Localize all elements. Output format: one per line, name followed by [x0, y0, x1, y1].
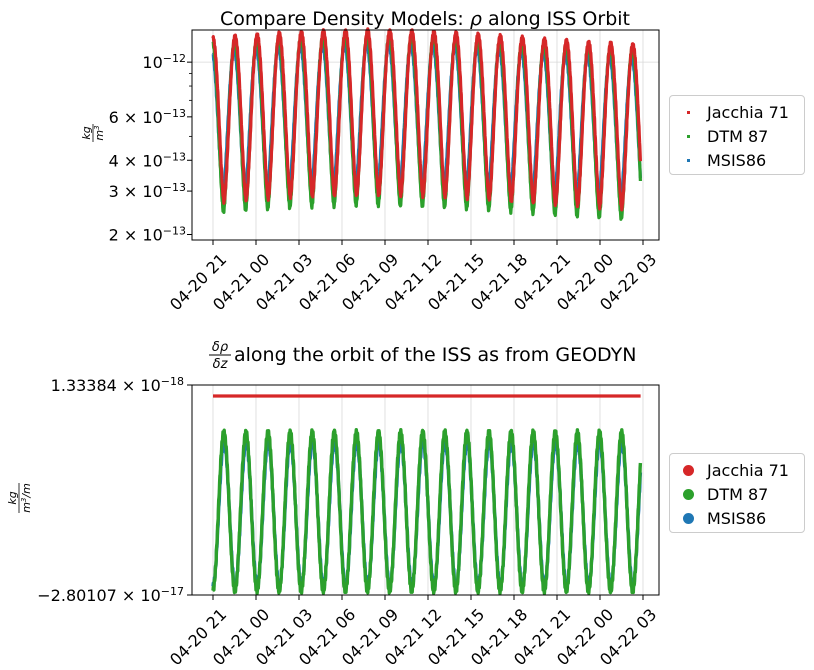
- chart-1-ylabel-numerator: kg: [80, 126, 93, 139]
- legend-marker-msis: [687, 158, 690, 162]
- series-line-jacchia-71: [211, 27, 642, 212]
- chart-1-ylabel-denominator: m3: [93, 125, 106, 140]
- chart-2-title-denominator: δz: [213, 357, 229, 372]
- chart-2-ytick-top-mantissa: 1.33384: [51, 376, 117, 395]
- legend-item-msis: MSIS86: [678, 148, 796, 172]
- legend-label: Jacchia 71: [707, 102, 789, 122]
- y-tick-label: 10−12: [142, 52, 186, 73]
- legend-item-dtm: DTM 87: [678, 482, 796, 506]
- y-tick-label: 6 × 10−13: [109, 106, 186, 127]
- chart-1-ylabel-denominator-base: m: [93, 130, 106, 141]
- chart-2-ytick-label-bottom: −2.80107 × 10−17: [37, 585, 184, 606]
- chart-2-plot-series: [211, 394, 643, 596]
- legend-label: DTM 87: [707, 484, 769, 504]
- chart-1-y-axis-label: kg m3: [80, 124, 106, 142]
- chart-2-title-numerator: δρ: [212, 340, 229, 355]
- series-line-dtm-87: [211, 428, 643, 596]
- chart-2-ylabel-numerator: kg: [6, 491, 19, 504]
- legend-marker-jacchia: [687, 110, 690, 114]
- chart-2-y-axis-label: kg m3/m: [6, 483, 33, 513]
- chart-2-title: δρ δz along the orbit of the ISS as from…: [209, 340, 636, 372]
- legend-marker-dtm: [683, 488, 694, 500]
- chart-2-ylabel-denominator-base: m: [20, 502, 33, 513]
- legend-item-dtm: DTM 87: [678, 124, 796, 148]
- y-tick-label: 2 × 10−13: [109, 224, 186, 245]
- chart-2: δρ δz along the orbit of the ISS as from…: [6, 340, 660, 669]
- chart-2-y-ticks: 1.33384 × 10−18 −2.80107 × 10−17: [37, 375, 192, 606]
- legend-item-jacchia: Jacchia 71: [678, 458, 796, 482]
- legend-marker-jacchia: [683, 464, 694, 476]
- chart-2-ylabel-denominator-suffix: /m: [20, 483, 33, 498]
- legend-item-msis: MSIS86: [678, 506, 796, 530]
- chart-1-legend: Jacchia 71 DTM 87 MSIS86: [669, 95, 805, 175]
- legend-marker-dtm: [687, 134, 690, 138]
- legend-marker-msis: [683, 512, 694, 524]
- chart-1-plot-series: [211, 27, 642, 221]
- chart-2-legend: Jacchia 71 DTM 87 MSIS86: [669, 453, 805, 533]
- legend-label: DTM 87: [707, 126, 769, 146]
- chart-1-plot-frame: [191, 29, 660, 241]
- chart-1-ylabel-denominator-exp: 3: [93, 125, 101, 129]
- chart-2-ylabel-denominator-exp: 3: [20, 498, 28, 502]
- chart-2-plot-frame: [191, 384, 660, 596]
- legend-item-jacchia: Jacchia 71: [678, 100, 796, 124]
- chart-1: Compare Density Models: ρ along ISS Orbi…: [80, 8, 660, 314]
- chart-1-y-ticks: 10−12 6 × 10−13 4 × 10−13 3 × 10−13 2 × 10−1…: [109, 52, 192, 245]
- chart-1-title-suffix: along ISS Orbit: [482, 8, 630, 30]
- y-tick-label: 3 × 10−13: [109, 181, 186, 202]
- legend-label: MSIS86: [707, 150, 767, 170]
- chart-1-title: Compare Density Models: ρ along ISS Orbi…: [220, 8, 630, 30]
- legend-label: MSIS86: [707, 508, 767, 528]
- chart-1-title-prefix: Compare Density Models:: [220, 8, 470, 30]
- legend-label: Jacchia 71: [707, 460, 789, 480]
- chart-2-ytick-label-top: 1.33384 × 10−18: [51, 375, 184, 396]
- chart-2-ytick-top-exp: −18: [161, 375, 184, 388]
- chart-2-ytick-bottom-mantissa: −2.80107: [37, 586, 117, 605]
- chart-1-title-symbol: ρ: [470, 8, 482, 30]
- chart-2-title-text: along the orbit of the ISS as from GEODY…: [234, 344, 636, 366]
- y-tick-label: 4 × 10−13: [109, 150, 186, 171]
- chart-2-ytick-bottom-exp: −17: [161, 585, 184, 598]
- chart-2-ylabel-denominator: m3/m: [20, 483, 33, 513]
